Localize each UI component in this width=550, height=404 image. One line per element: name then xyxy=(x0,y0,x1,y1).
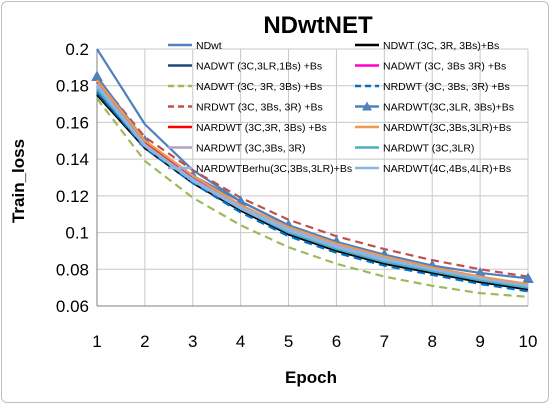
legend-label-9: NARDWT (3C,3R, 3Bs) +Bs xyxy=(196,122,327,134)
legend-label-7: NRDWT (3C, 3Bs, 3R) +Bs xyxy=(196,102,323,114)
y-tick-label: 0.2 xyxy=(65,40,89,59)
x-tick-label: 6 xyxy=(332,332,341,351)
legend-label-13: NARDWTBerhu(3C,3Bs,3LR)+Bs xyxy=(196,163,352,175)
legend-label-6: NRDWT (3C, 3Bs, 3R) +Bs xyxy=(383,81,510,93)
series-line-14 xyxy=(96,85,529,287)
y-tick-label: 0.1 xyxy=(65,224,89,243)
x-tick-label: 3 xyxy=(188,332,197,351)
series-marker-8 xyxy=(91,70,103,82)
legend-label-11: NARDWT (3C,3Bs, 3R) xyxy=(196,143,306,155)
legend-label-8: NARDWT(3C,3LR, 3Bs)+Bs xyxy=(383,102,514,114)
y-tick-label: 0.14 xyxy=(56,150,89,169)
chart-title: NDwtNET xyxy=(263,12,373,39)
x-axis-title: Epoch xyxy=(285,368,337,387)
y-tick-label: 0.18 xyxy=(56,77,89,96)
legend-label-5: NADWT (3C, 3R, 3Bs) +Bs xyxy=(196,81,322,93)
series-line-12 xyxy=(96,88,529,289)
y-tick-label: 0.16 xyxy=(56,113,89,132)
series-line-10 xyxy=(96,79,529,286)
legend-label-10: NARDWT(3C,3Bs,3LR)+Bs xyxy=(383,122,511,134)
series-line-7 xyxy=(96,77,529,278)
legend-label-1: NDwt xyxy=(196,40,222,52)
y-axis-title: Train_loss xyxy=(9,139,28,223)
y-tick-labels: 0.06 0.08 0.1 0.12 0.14 0.16 0.18 0.2 xyxy=(56,40,89,316)
series-line-4 xyxy=(96,85,529,287)
legend-label-2: NDWT (3C, 3R, 3Bs)+Bs xyxy=(383,40,499,52)
x-tick-labels: 1 2 3 4 5 6 7 8 9 10 xyxy=(92,332,537,351)
x-tick-label: 4 xyxy=(236,332,245,351)
legend-label-3: NADWT (3C,3LR,1Bs) +Bs xyxy=(196,61,322,73)
x-tick-label: 7 xyxy=(380,332,389,351)
legend-label-4: NADWT (3C, 3Bs 3R) +Bs xyxy=(383,61,506,73)
y-tick-label: 0.08 xyxy=(56,260,89,279)
x-tick-label: 9 xyxy=(475,332,484,351)
series-line-5 xyxy=(96,97,529,298)
x-tick-label: 10 xyxy=(519,332,538,351)
x-tick-label: 2 xyxy=(140,332,149,351)
series-line-2 xyxy=(96,94,529,291)
legend: NDwt NDWT (3C, 3R, 3Bs)+Bs NADWT (3C,3LR,1… xyxy=(168,40,514,175)
legend-marker-8 xyxy=(362,101,372,111)
legend-label-14: NARDWT(4C,4Bs,4LR)+Bs xyxy=(383,163,511,175)
series-marker-8 xyxy=(522,272,534,283)
x-tick-label: 1 xyxy=(92,332,101,351)
y-tick-label: 0.06 xyxy=(56,297,89,316)
series-line-6 xyxy=(96,90,529,293)
series-line-13 xyxy=(96,83,529,287)
x-tick-label: 8 xyxy=(427,332,436,351)
x-tick-label: 5 xyxy=(284,332,293,351)
legend-label-12: NARDWT (3C,3LR) xyxy=(383,143,474,155)
series-line-11 xyxy=(96,86,529,289)
y-tick-label: 0.12 xyxy=(56,187,89,206)
